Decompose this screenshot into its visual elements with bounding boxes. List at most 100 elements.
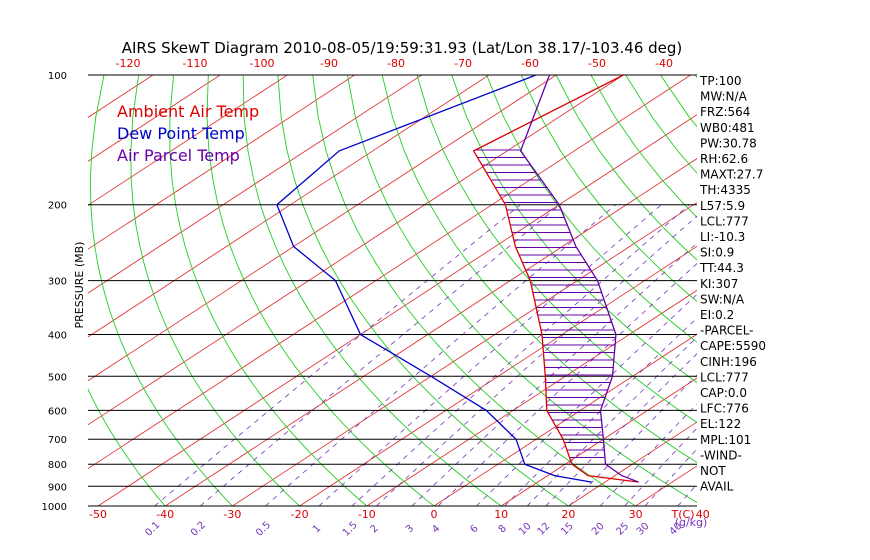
y-axis-label: PRESSURE (MB) xyxy=(73,242,86,329)
bottom-temp-tick: 0 xyxy=(431,508,438,521)
legend: Ambient Air Temp Dew Point Temp Air Parcel… xyxy=(117,102,259,165)
legend-entry: Dew Point Temp xyxy=(117,124,245,143)
index-label: MPL:101 xyxy=(700,433,751,447)
bottom-temp-tick: -50 xyxy=(89,508,107,521)
isotherm-line xyxy=(97,114,697,506)
isotherm-line xyxy=(164,158,697,506)
top-temp-tick: -60 xyxy=(521,57,539,70)
pressure-tick-label: 100 xyxy=(48,71,67,82)
index-label: LI:-10.3 xyxy=(700,230,745,244)
isotherm-line xyxy=(88,75,490,338)
index-label: LCL:777 xyxy=(700,214,749,228)
index-label: LCL:777 xyxy=(700,370,749,384)
mixing-ratio-line xyxy=(265,204,616,506)
dry-adiabat-line xyxy=(834,75,870,506)
mixing-ratio-line xyxy=(411,242,697,506)
isotherm-line xyxy=(88,75,221,162)
dry-adiabat-line xyxy=(765,75,870,506)
dry-adiabat-line xyxy=(416,75,697,424)
pressure-tick-label: 700 xyxy=(48,435,67,446)
mixing-ratio-line xyxy=(199,204,561,506)
mixing-ratio-tick: 1 xyxy=(311,523,323,535)
mixing-ratio-tick: 10 xyxy=(517,521,534,538)
mixing-ratio-line xyxy=(437,262,697,506)
mixing-ratio-unit-label: (g/kg) xyxy=(675,516,708,529)
isotherm-line xyxy=(299,245,697,506)
bottom-temp-tick: 20 xyxy=(561,508,575,521)
mixing-ratio-tick: 12 xyxy=(536,521,553,538)
isobar-lines xyxy=(88,74,697,507)
index-label: -WIND- xyxy=(700,448,742,462)
index-label: -PARCEL- xyxy=(700,324,754,338)
top-temp-tick: -110 xyxy=(183,57,208,70)
mixing-ratio-line xyxy=(351,204,690,506)
ambient-temp-profile xyxy=(472,75,639,483)
index-label: LFC:776 xyxy=(700,402,749,416)
bottom-temp-tick: -10 xyxy=(358,508,376,521)
bottom-temp-tick: -40 xyxy=(156,508,174,521)
isotherm-line xyxy=(88,75,691,470)
dry-adiabat-line xyxy=(520,75,697,303)
chart-title: AIRS SkewT Diagram 2010-08-05/19:59:31.9… xyxy=(122,39,683,57)
pressure-tick-label: 500 xyxy=(48,372,67,383)
mixing-ratio-tick: 25 xyxy=(615,521,632,538)
index-label: EI:0.2 xyxy=(700,308,734,322)
dry-adiabat-line xyxy=(88,388,166,506)
index-label: AVAIL xyxy=(700,480,734,494)
isotherm-line xyxy=(88,75,557,382)
index-label: SW:N/A xyxy=(700,292,745,306)
cape-hatching xyxy=(475,149,616,458)
pressure-tick-label: 800 xyxy=(48,460,67,471)
mixing-ratio-tick: 6 xyxy=(469,523,481,535)
index-label: FRZ:564 xyxy=(700,105,750,119)
index-label: L57:5.9 xyxy=(700,199,745,213)
isotherm-line xyxy=(232,201,697,506)
dry-adiabat-line xyxy=(800,75,870,506)
mixing-ratio-tick: 1.5 xyxy=(341,520,360,539)
index-label: EL:122 xyxy=(700,417,741,431)
index-label: CAPE:5590 xyxy=(700,339,766,353)
mixing-ratio-tick: 0.2 xyxy=(189,520,208,539)
legend-entry: Ambient Air Temp xyxy=(117,102,259,121)
isotherm-line xyxy=(568,421,697,506)
dry-adiabat-line xyxy=(451,75,697,384)
isotherm-line xyxy=(88,75,355,250)
index-label: NOT xyxy=(700,464,726,478)
index-label: WB0:481 xyxy=(700,121,755,135)
mixing-ratio-tick: 2 xyxy=(368,523,380,535)
index-label: RH:62.6 xyxy=(700,152,748,166)
bottom-temp-tick: -30 xyxy=(223,508,241,521)
dry-adiabat-line xyxy=(169,75,368,506)
profile-lines xyxy=(276,75,639,483)
mixing-ratio-tick: 15 xyxy=(559,521,576,538)
pressure-tick-label: 900 xyxy=(48,482,67,493)
index-label: TT:44.3 xyxy=(699,261,744,275)
bottom-temp-tick: -20 xyxy=(291,508,309,521)
dry-adiabat-line xyxy=(206,75,435,506)
isotherm-line xyxy=(770,75,870,506)
bottom-temp-tick: 40 xyxy=(696,508,710,521)
bottom-temp-tick: 10 xyxy=(494,508,508,521)
mixing-ratio-tick: 0.1 xyxy=(143,520,162,539)
legend-entry: Air Parcel Temp xyxy=(117,146,240,165)
isotherm-line xyxy=(433,333,697,506)
dry-adiabat-line xyxy=(242,75,502,506)
bottom-temp-tick: 30 xyxy=(629,508,643,521)
top-temp-tick: -100 xyxy=(250,57,275,70)
pressure-tick-label: 300 xyxy=(48,277,67,288)
mixing-ratio-tick: 0.5 xyxy=(254,520,273,539)
index-label: TP:100 xyxy=(699,74,742,88)
top-temp-tick: -120 xyxy=(116,57,141,70)
index-label: PW:30.78 xyxy=(700,136,757,150)
x-axis-unit-label: T(C) xyxy=(671,508,695,521)
index-label: TH:4335 xyxy=(699,183,751,197)
isotherm-line xyxy=(366,289,697,506)
dry-adiabat-line xyxy=(277,75,569,506)
top-temp-tick: -50 xyxy=(588,57,606,70)
isotherm-line xyxy=(500,377,697,506)
mixing-ratio-line xyxy=(545,353,697,506)
mixing-ratio-tick: 3 xyxy=(404,523,416,535)
dry-adiabat-line xyxy=(381,75,697,464)
index-label: KI:307 xyxy=(700,277,738,291)
